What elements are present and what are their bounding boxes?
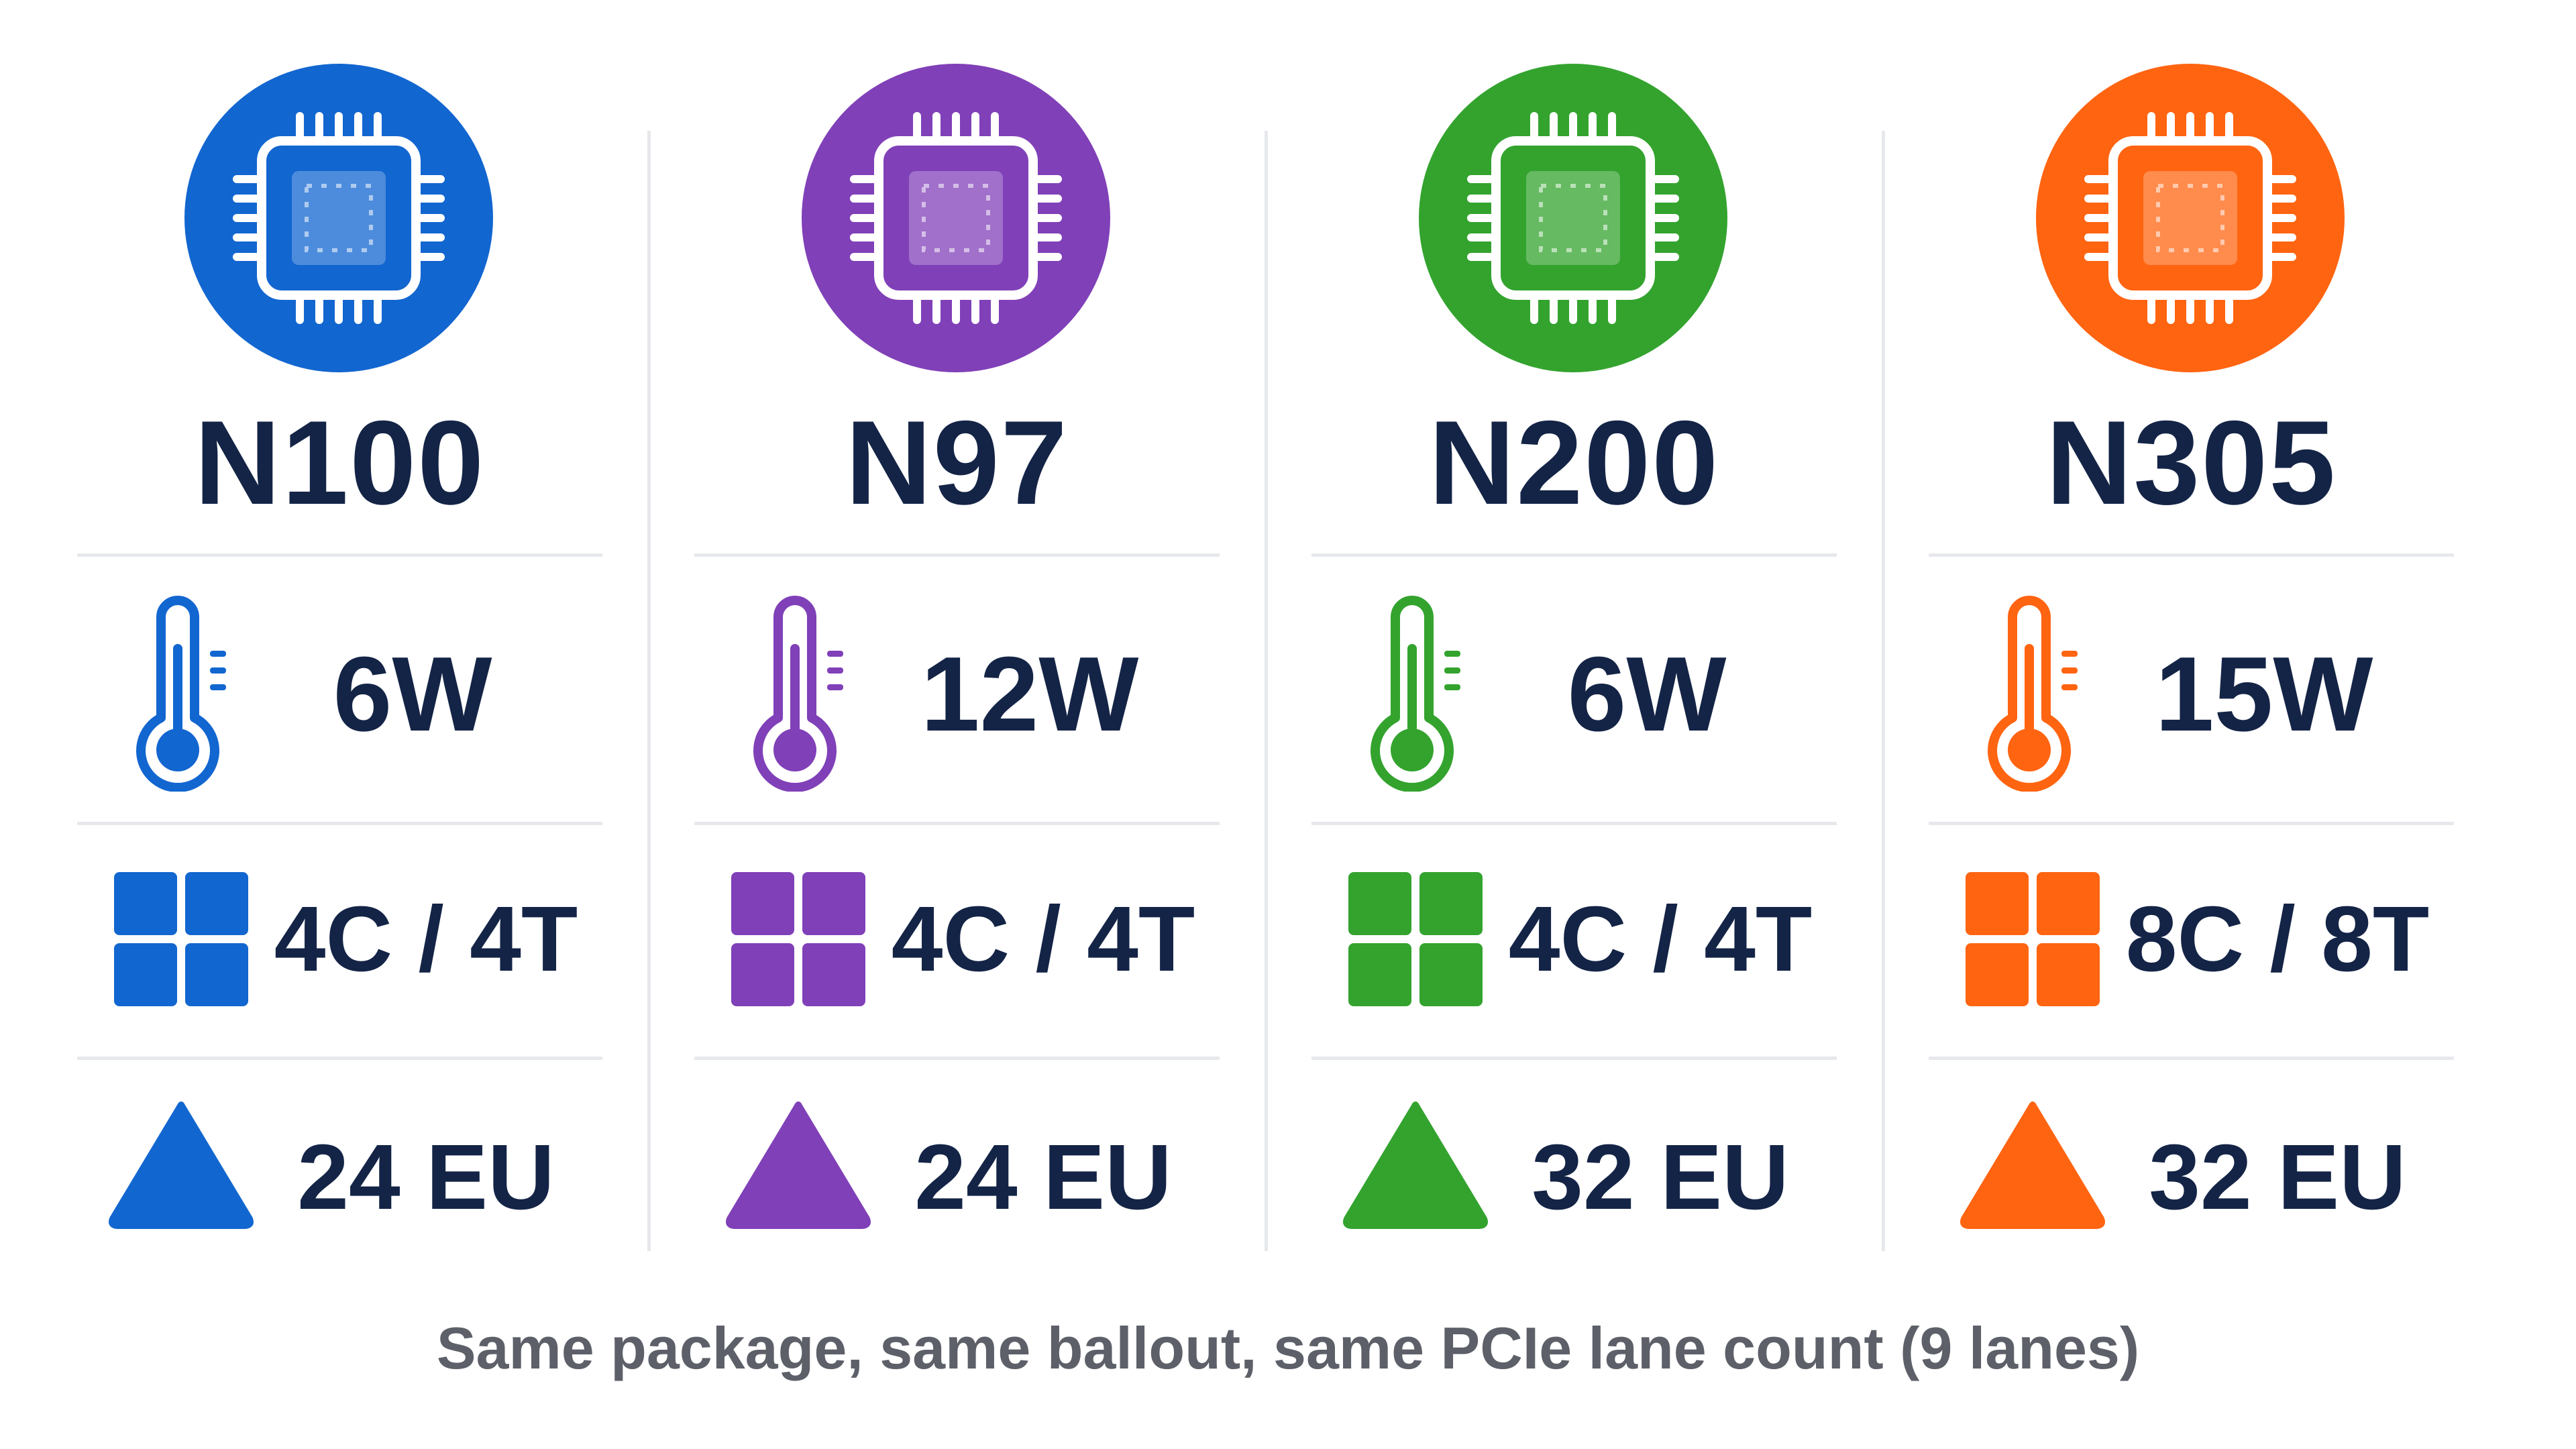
gpu-eu-value: 32 EU — [1532, 1126, 1789, 1229]
tdp-value: 15W — [2155, 635, 2373, 753]
row-divider — [1311, 1057, 1837, 1060]
tdp-value: 6W — [333, 635, 492, 753]
cores-grid-icon — [1966, 872, 2100, 1010]
triangle-icon — [107, 1097, 255, 1234]
triangle-icon — [724, 1097, 872, 1234]
cpu-chip-icon — [184, 64, 493, 372]
thermometer-icon — [741, 590, 849, 795]
thermometer-icon — [1358, 590, 1466, 795]
tdp-value: 6W — [1567, 635, 1727, 753]
processor-column-n97: N97 12W 4C / 4T 24 EU — [694, 0, 1220, 1254]
cores-threads-value: 4C / 4T — [891, 888, 1195, 991]
processor-name: N305 — [2045, 396, 2337, 529]
row-divider — [1929, 822, 2454, 825]
cores-threads-value: 4C / 4T — [274, 888, 578, 991]
processor-column-n200: N200 6W 4C / 4T 32 EU — [1311, 0, 1837, 1254]
gpu-eu-value: 24 EU — [914, 1126, 1172, 1229]
thermometer-icon — [1976, 590, 2083, 795]
processor-name: N200 — [1428, 396, 1720, 529]
row-divider — [1311, 822, 1837, 825]
row-divider — [694, 553, 1220, 557]
cores-grid-icon — [731, 872, 865, 1010]
triangle-icon — [1342, 1097, 1489, 1234]
gpu-eu-value: 24 EU — [297, 1126, 555, 1229]
gpu-eu-value: 32 EU — [2149, 1126, 2406, 1229]
cores-threads-value: 8C / 8T — [2125, 888, 2430, 991]
row-divider — [1929, 1057, 2454, 1060]
cpu-chip-icon — [2036, 64, 2345, 372]
processor-column-n305: N305 15W 8C / 8T 32 EU — [1929, 0, 2454, 1254]
thermometer-icon — [124, 590, 231, 795]
cores-grid-icon — [1348, 872, 1483, 1010]
row-divider — [694, 822, 1220, 825]
cores-threads-value: 4C / 4T — [1508, 888, 1813, 991]
column-divider — [1265, 131, 1268, 1251]
row-divider — [1929, 553, 2454, 557]
row-divider — [1311, 553, 1837, 557]
cores-grid-icon — [114, 872, 248, 1010]
row-divider — [77, 1057, 602, 1060]
row-divider — [77, 553, 602, 557]
column-divider — [1882, 131, 1885, 1251]
processor-name: N100 — [194, 396, 486, 529]
footer-note: Same package, same ballout, same PCIe la… — [436, 1315, 2140, 1381]
processor-name: N97 — [845, 396, 1069, 529]
triangle-icon — [1959, 1097, 2106, 1234]
column-divider — [647, 131, 651, 1251]
row-divider — [694, 1057, 1220, 1060]
tdp-value: 12W — [920, 635, 1139, 753]
processor-column-n100: N100 6W 4C / 4T 24 EU — [77, 0, 602, 1254]
cpu-chip-icon — [802, 64, 1110, 372]
row-divider — [77, 822, 602, 825]
cpu-chip-icon — [1419, 64, 1727, 372]
